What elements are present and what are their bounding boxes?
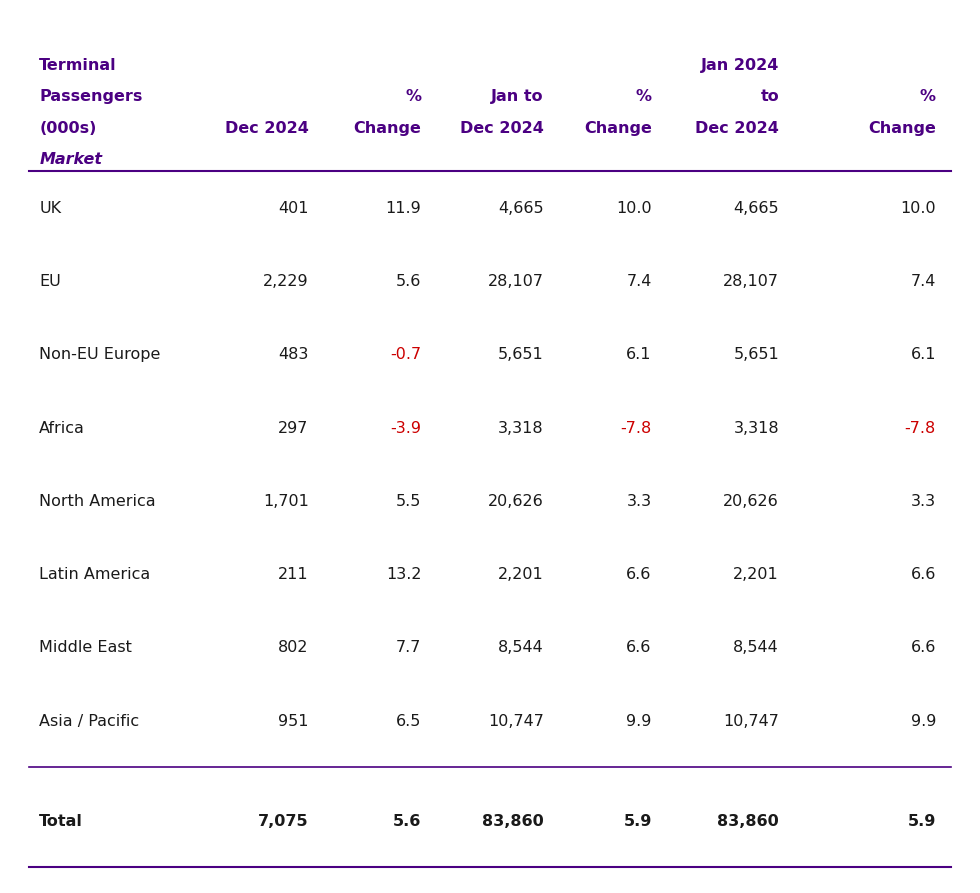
Text: %: % — [406, 89, 421, 104]
Text: 211: 211 — [278, 567, 309, 582]
Text: 5.5: 5.5 — [396, 494, 421, 509]
Text: 2,201: 2,201 — [498, 567, 544, 582]
Text: 7.4: 7.4 — [910, 274, 936, 289]
Text: 9.9: 9.9 — [910, 714, 936, 729]
Text: 7.7: 7.7 — [396, 640, 421, 655]
Text: 13.2: 13.2 — [386, 567, 421, 582]
Text: 5.9: 5.9 — [623, 814, 652, 829]
Text: 5,651: 5,651 — [733, 347, 779, 363]
Text: 5.9: 5.9 — [907, 814, 936, 829]
Text: 28,107: 28,107 — [488, 274, 544, 289]
Text: Asia / Pacific: Asia / Pacific — [39, 714, 139, 729]
Text: 28,107: 28,107 — [723, 274, 779, 289]
Text: Dec 2024: Dec 2024 — [695, 121, 779, 136]
Text: 10,747: 10,747 — [488, 714, 544, 729]
Text: 5,651: 5,651 — [498, 347, 544, 363]
Text: 483: 483 — [278, 347, 309, 363]
Text: Change: Change — [354, 121, 421, 136]
Text: Terminal: Terminal — [39, 58, 117, 73]
Text: 2,201: 2,201 — [733, 567, 779, 582]
Text: Middle East: Middle East — [39, 640, 132, 655]
Text: Total: Total — [39, 814, 83, 829]
Text: 2,229: 2,229 — [263, 274, 309, 289]
Text: 3.3: 3.3 — [626, 494, 652, 509]
Text: 6.6: 6.6 — [626, 640, 652, 655]
Text: 6.6: 6.6 — [910, 640, 936, 655]
Text: 6.6: 6.6 — [626, 567, 652, 582]
Text: 10.0: 10.0 — [616, 201, 652, 216]
Text: Dec 2024: Dec 2024 — [224, 121, 309, 136]
Text: Change: Change — [868, 121, 936, 136]
Text: North America: North America — [39, 494, 156, 509]
Text: Market: Market — [39, 152, 102, 167]
Text: Africa: Africa — [39, 421, 85, 436]
Text: 9.9: 9.9 — [626, 714, 652, 729]
Text: Jan to: Jan to — [491, 89, 544, 104]
Text: 951: 951 — [278, 714, 309, 729]
Text: EU: EU — [39, 274, 61, 289]
Text: -0.7: -0.7 — [390, 347, 421, 363]
Text: 802: 802 — [278, 640, 309, 655]
Text: UK: UK — [39, 201, 62, 216]
Text: Passengers: Passengers — [39, 89, 142, 104]
Text: to: to — [760, 89, 779, 104]
Text: 20,626: 20,626 — [723, 494, 779, 509]
Text: 10.0: 10.0 — [901, 201, 936, 216]
Text: Jan 2024: Jan 2024 — [701, 58, 779, 73]
Text: 8,544: 8,544 — [498, 640, 544, 655]
Text: 20,626: 20,626 — [488, 494, 544, 509]
Text: 8,544: 8,544 — [733, 640, 779, 655]
Text: 297: 297 — [278, 421, 309, 436]
Text: 5.6: 5.6 — [393, 814, 421, 829]
Text: -7.8: -7.8 — [620, 421, 652, 436]
Text: 11.9: 11.9 — [386, 201, 421, 216]
Text: -3.9: -3.9 — [390, 421, 421, 436]
Text: 401: 401 — [278, 201, 309, 216]
Text: (000s): (000s) — [39, 121, 97, 136]
Text: 5.6: 5.6 — [396, 274, 421, 289]
Text: 1,701: 1,701 — [263, 494, 309, 509]
Text: 3,318: 3,318 — [733, 421, 779, 436]
Text: 10,747: 10,747 — [723, 714, 779, 729]
Text: 83,860: 83,860 — [717, 814, 779, 829]
Text: 6.6: 6.6 — [910, 567, 936, 582]
Text: %: % — [920, 89, 936, 104]
Text: Dec 2024: Dec 2024 — [460, 121, 544, 136]
Text: -7.8: -7.8 — [905, 421, 936, 436]
Text: Change: Change — [584, 121, 652, 136]
Text: 4,665: 4,665 — [498, 201, 544, 216]
Text: Latin America: Latin America — [39, 567, 151, 582]
Text: 6.5: 6.5 — [396, 714, 421, 729]
Text: %: % — [636, 89, 652, 104]
Text: 7.4: 7.4 — [626, 274, 652, 289]
Text: 6.1: 6.1 — [626, 347, 652, 363]
Text: Non-EU Europe: Non-EU Europe — [39, 347, 161, 363]
Text: 3,318: 3,318 — [498, 421, 544, 436]
Text: 83,860: 83,860 — [482, 814, 544, 829]
Text: 7,075: 7,075 — [258, 814, 309, 829]
Text: 3.3: 3.3 — [910, 494, 936, 509]
Text: 4,665: 4,665 — [733, 201, 779, 216]
Text: 6.1: 6.1 — [910, 347, 936, 363]
